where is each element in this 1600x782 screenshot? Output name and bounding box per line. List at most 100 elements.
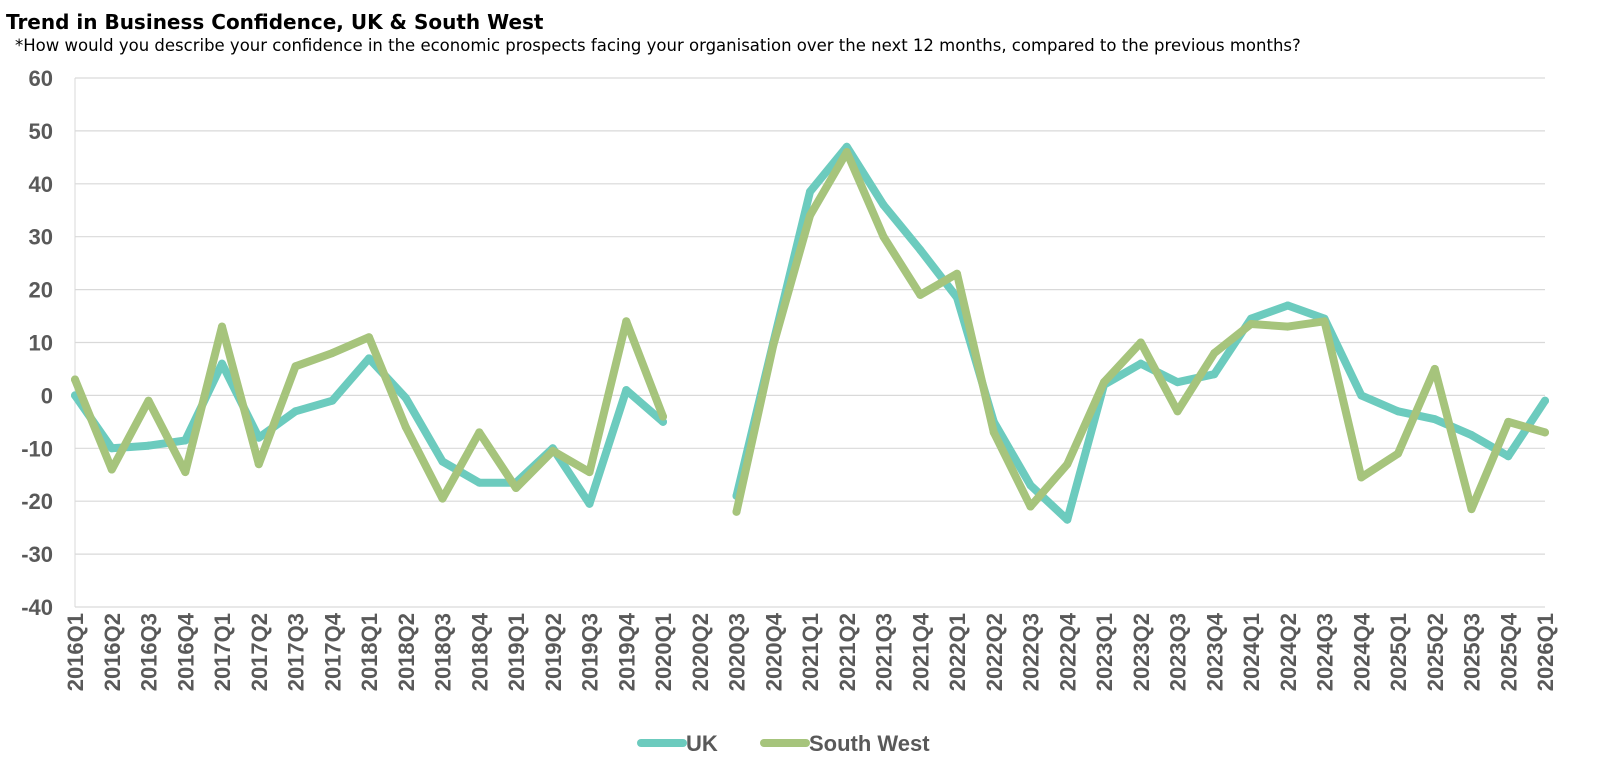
x-tick-label: 2021Q1 bbox=[798, 613, 823, 691]
legend-item-uk: UK bbox=[637, 731, 718, 756]
series-line-segment bbox=[732, 142, 1549, 524]
x-tick-label: 2025Q3 bbox=[1460, 613, 1485, 691]
series-south-west bbox=[71, 148, 1549, 516]
data-point bbox=[291, 407, 300, 416]
data-point bbox=[659, 412, 667, 421]
data-point bbox=[438, 457, 447, 466]
y-tick-label: 50 bbox=[29, 119, 53, 144]
x-tick-label: 2022Q4 bbox=[1055, 612, 1080, 691]
data-point bbox=[916, 290, 925, 299]
y-tick-label: -40 bbox=[21, 595, 53, 620]
data-point bbox=[1283, 301, 1292, 310]
chart-title: Trend in Business Confidence, UK & South… bbox=[6, 10, 544, 34]
x-tick-label: 2016Q1 bbox=[63, 613, 88, 691]
legend: UK South West bbox=[637, 731, 930, 756]
x-tick-label: 2025Q2 bbox=[1423, 613, 1448, 691]
data-point bbox=[1136, 338, 1145, 347]
data-point bbox=[1394, 407, 1402, 416]
x-tick-label: 2023Q2 bbox=[1129, 613, 1154, 691]
data-point bbox=[916, 245, 925, 254]
x-tick-label: 2024Q3 bbox=[1313, 613, 1338, 691]
data-point bbox=[475, 428, 484, 437]
data-point bbox=[291, 362, 300, 371]
data-point bbox=[254, 460, 263, 469]
data-point bbox=[585, 499, 594, 508]
x-tick-label: 2019Q4 bbox=[614, 612, 639, 691]
gridlines bbox=[75, 77, 1545, 608]
legend-label: UK bbox=[686, 731, 718, 756]
y-tick-label: 20 bbox=[29, 278, 53, 303]
data-point bbox=[1283, 322, 1292, 331]
x-tick-label: 2024Q1 bbox=[1239, 613, 1264, 691]
x-tick-label: 2021Q3 bbox=[872, 613, 897, 691]
data-point bbox=[806, 187, 814, 196]
data-point bbox=[107, 465, 116, 474]
series-lines bbox=[71, 142, 1549, 524]
y-tick-label: 40 bbox=[29, 172, 53, 197]
data-point bbox=[1467, 505, 1476, 514]
data-point bbox=[1173, 407, 1182, 416]
data-point bbox=[144, 441, 153, 450]
x-tick-label: 2025Q4 bbox=[1496, 612, 1521, 691]
x-tick-label: 2024Q2 bbox=[1276, 613, 1301, 691]
x-tick-label: 2022Q1 bbox=[945, 613, 970, 691]
data-point bbox=[1026, 502, 1035, 511]
x-tick-label: 2018Q1 bbox=[357, 613, 382, 691]
data-point bbox=[1320, 317, 1329, 326]
data-point bbox=[548, 446, 557, 455]
x-tick-label: 2025Q1 bbox=[1386, 613, 1411, 691]
data-point bbox=[181, 436, 190, 445]
data-point bbox=[218, 322, 226, 331]
data-point bbox=[622, 386, 631, 395]
data-point bbox=[218, 359, 226, 368]
data-point bbox=[989, 428, 998, 437]
x-tick-label: 2021Q2 bbox=[835, 613, 860, 691]
x-tick-label: 2022Q3 bbox=[1019, 613, 1044, 691]
data-point bbox=[879, 200, 888, 209]
data-point bbox=[732, 507, 741, 516]
x-tick-label: 2019Q3 bbox=[578, 613, 603, 691]
y-tick-label: 0 bbox=[41, 383, 53, 408]
legend-item-south-west: South West bbox=[760, 731, 930, 756]
data-point bbox=[1063, 460, 1072, 469]
x-tick-label: 2019Q1 bbox=[504, 613, 529, 691]
data-point bbox=[512, 483, 520, 492]
y-tick-label: -20 bbox=[21, 489, 53, 514]
x-tick-label: 2016Q3 bbox=[137, 613, 162, 691]
data-point bbox=[401, 394, 410, 403]
data-point bbox=[1504, 452, 1513, 461]
data-point bbox=[1394, 449, 1402, 458]
y-tick-label: -30 bbox=[21, 542, 53, 567]
data-point bbox=[365, 354, 373, 363]
y-tick-label: 60 bbox=[29, 66, 53, 91]
legend-label: South West bbox=[809, 731, 930, 756]
x-tick-label: 2020Q4 bbox=[761, 612, 786, 691]
data-point bbox=[1173, 378, 1182, 387]
data-point bbox=[365, 333, 373, 342]
x-tick-label: 2020Q2 bbox=[688, 613, 713, 691]
y-tick-label: -10 bbox=[21, 436, 53, 461]
x-tick-label: 2020Q1 bbox=[651, 613, 676, 691]
x-tick-label: 2017Q4 bbox=[320, 612, 345, 691]
data-point bbox=[328, 349, 337, 358]
x-tick-label: 2024Q4 bbox=[1349, 612, 1374, 691]
x-tick-label: 2019Q2 bbox=[541, 613, 566, 691]
data-point bbox=[475, 478, 484, 487]
data-point bbox=[1541, 396, 1549, 405]
series-line-segment bbox=[732, 148, 1549, 516]
x-tick-label: 2026Q1 bbox=[1533, 613, 1558, 691]
x-tick-label: 2017Q3 bbox=[284, 613, 309, 691]
data-point bbox=[953, 269, 961, 278]
y-tick-label: 30 bbox=[29, 225, 53, 250]
series-line-segment bbox=[71, 317, 667, 503]
x-tick-label: 2017Q2 bbox=[247, 613, 272, 691]
x-tick-label: 2017Q1 bbox=[210, 613, 235, 691]
x-tick-label: 2023Q3 bbox=[1166, 613, 1191, 691]
data-point bbox=[769, 341, 778, 350]
data-point bbox=[71, 375, 79, 384]
data-point bbox=[144, 396, 153, 405]
x-axis-ticks: 2016Q1 2016Q2 2016Q3 2016Q4 2017Q1 2017Q2 2017… bbox=[63, 612, 1558, 691]
x-tick-label: 2023Q1 bbox=[1092, 613, 1117, 691]
data-point bbox=[1430, 364, 1439, 373]
